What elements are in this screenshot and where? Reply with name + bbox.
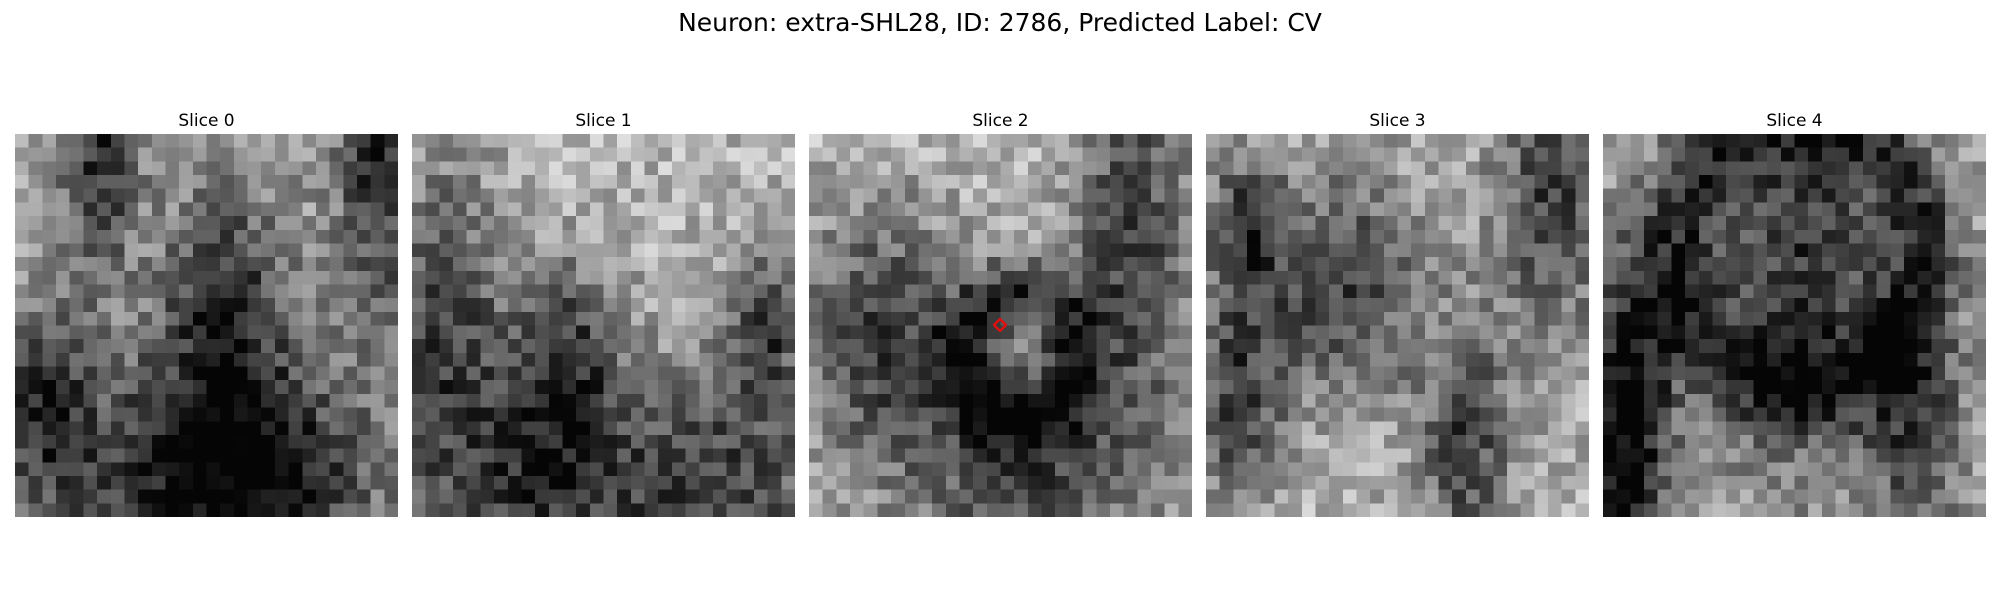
slice-title: Slice 4 xyxy=(1766,111,1823,131)
slice-panel-2: Slice 2 xyxy=(809,108,1192,517)
slice-image xyxy=(809,134,1192,517)
slice-title: Slice 3 xyxy=(1369,111,1426,131)
slice-panel-1: Slice 1 xyxy=(412,108,795,517)
slice-title: Slice 2 xyxy=(972,111,1029,131)
slice-image xyxy=(1206,134,1589,517)
slice-panel-0: Slice 0 xyxy=(15,108,398,517)
slice-image xyxy=(1603,134,1986,517)
figure-title: Neuron: extra-SHL28, ID: 2786, Predicted… xyxy=(678,8,1322,37)
slice-image xyxy=(15,134,398,517)
target-marker-icon xyxy=(993,318,1007,332)
slice-title: Slice 0 xyxy=(178,111,235,131)
slice-panel-4: Slice 4 xyxy=(1603,108,1986,517)
slice-title: Slice 1 xyxy=(575,111,632,131)
slice-panel-3: Slice 3 xyxy=(1206,108,1589,517)
slice-image xyxy=(412,134,795,517)
